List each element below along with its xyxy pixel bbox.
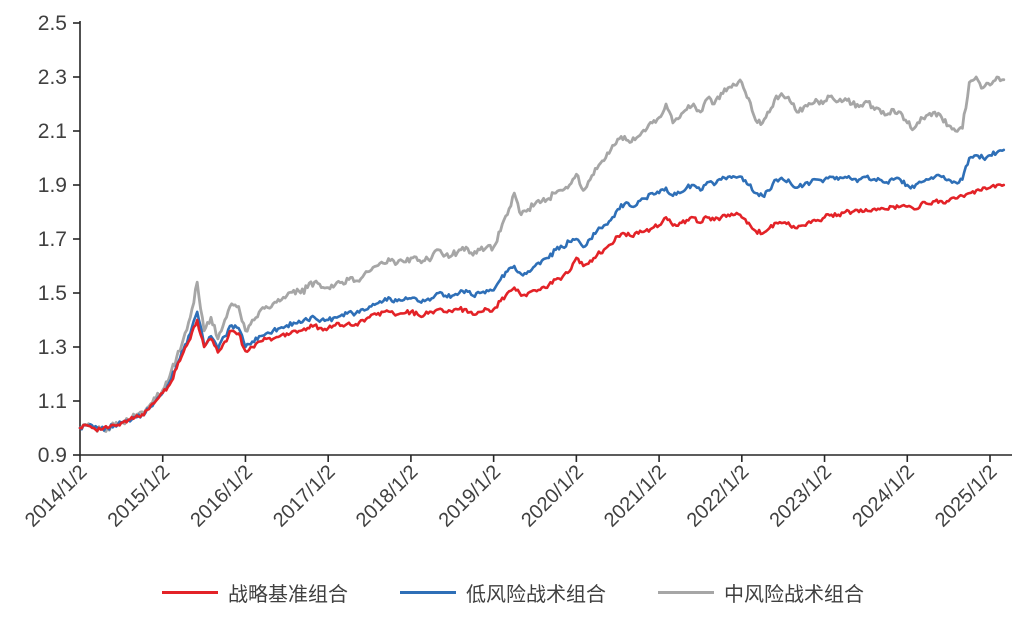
x-tick-label: 2025/1/2 bbox=[931, 461, 1002, 532]
legend: 战略基准组合 低风险战术组合 中风险战术组合 bbox=[0, 578, 1026, 607]
gray-line-swatch-icon bbox=[658, 591, 714, 594]
y-axis-tick-labels: 2.5 2.3 2.1 1.9 1.7 1.5 1.3 1.1 0.9 bbox=[38, 12, 67, 467]
axis-frame bbox=[79, 21, 1012, 456]
axes bbox=[73, 21, 1012, 462]
x-tick-label: 2024/1/2 bbox=[848, 461, 919, 532]
legend-item-mid-risk-tactical: 中风险战术组合 bbox=[658, 578, 864, 607]
x-tick-label: 2019/1/2 bbox=[435, 461, 506, 532]
y-tick-label: 1.1 bbox=[38, 390, 67, 413]
x-axis-tick-labels: 2014/1/2 2015/1/2 2016/1/2 2017/1/2 2018/1/2… bbox=[21, 461, 1002, 532]
series-lines bbox=[78, 75, 1006, 433]
y-tick-label: 1.7 bbox=[38, 228, 67, 251]
series-line-2 bbox=[78, 75, 1006, 433]
y-tick-label: 1.5 bbox=[38, 282, 67, 305]
legend-label-strategic-benchmark: 战略基准组合 bbox=[228, 584, 348, 606]
x-tick-label: 2023/1/2 bbox=[765, 461, 836, 532]
y-tick-label: 2.5 bbox=[38, 12, 67, 35]
y-tick-label: 2.3 bbox=[38, 66, 67, 89]
x-tick-label: 2015/1/2 bbox=[104, 461, 175, 532]
y-tick-label: 2.1 bbox=[38, 120, 67, 143]
legend-label-mid-risk-tactical: 中风险战术组合 bbox=[724, 584, 864, 606]
line-chart: 2.5 2.3 2.1 1.9 1.7 1.5 1.3 1.1 0.9 2014/1/2 2015… bbox=[21, 12, 1012, 532]
y-tick-label: 1.3 bbox=[38, 336, 67, 359]
x-tick-label: 2017/1/2 bbox=[269, 461, 340, 532]
legend-label-low-risk-tactical: 低风险战术组合 bbox=[466, 584, 606, 606]
red-line-swatch-icon bbox=[162, 591, 218, 594]
y-tick-label: 1.9 bbox=[38, 174, 67, 197]
x-tick-label: 2020/1/2 bbox=[517, 461, 588, 532]
y-tick-label: 0.9 bbox=[38, 444, 67, 467]
x-tick-label: 2018/1/2 bbox=[352, 461, 423, 532]
x-tick-label: 2014/1/2 bbox=[21, 461, 92, 532]
series-line-0 bbox=[78, 183, 1006, 433]
blue-line-swatch-icon bbox=[400, 591, 456, 594]
legend-item-low-risk-tactical: 低风险战术组合 bbox=[400, 578, 606, 607]
x-tick-label: 2021/1/2 bbox=[600, 461, 671, 532]
x-tick-label: 2022/1/2 bbox=[683, 461, 754, 532]
series-line-1 bbox=[78, 148, 1006, 432]
x-tick-label: 2016/1/2 bbox=[186, 461, 257, 532]
legend-item-strategic-benchmark: 战略基准组合 bbox=[162, 578, 348, 607]
